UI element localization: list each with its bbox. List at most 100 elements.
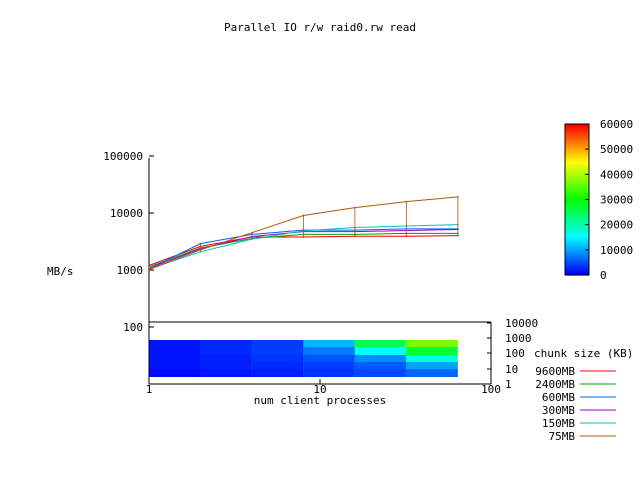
colorbar-slice	[565, 267, 589, 271]
colorbar-slice	[565, 196, 589, 201]
colorbar-slice	[565, 169, 589, 173]
colorbar-slice	[565, 224, 589, 228]
colorbar-slice	[565, 191, 589, 196]
colorbar-slice	[565, 149, 589, 153]
heatmap-cell	[149, 347, 201, 355]
heatmap-cell	[354, 347, 407, 355]
colorbar-slice	[565, 129, 589, 133]
colorbar-slice	[565, 141, 589, 145]
colorbar-slice	[565, 146, 589, 150]
depth-tick-label: 1000	[505, 332, 532, 345]
colorbar-slice	[565, 144, 589, 148]
colorbar-slice	[565, 156, 589, 160]
y-tick-label: 10000	[110, 207, 143, 220]
colorbar-slice	[565, 166, 589, 170]
heatmap-cell	[303, 347, 355, 355]
colorbar-slice	[565, 164, 589, 168]
x-axis-label: num client processes	[254, 394, 386, 407]
data-point	[199, 250, 202, 253]
y-tick-label: 1000	[117, 264, 144, 277]
colorbar-slice	[565, 217, 589, 221]
colorbar-slice	[565, 134, 589, 138]
heatmap-cell	[303, 369, 355, 377]
heatmap-cell	[200, 369, 252, 377]
colorbar-slice	[565, 199, 589, 203]
depth-tick-label: 10	[505, 363, 518, 376]
colorbar-slice	[565, 259, 589, 264]
heatmap-cell	[251, 369, 304, 377]
colorbar-slice	[565, 254, 589, 258]
colorbar-tick-label: 40000	[600, 168, 633, 181]
heatmap-cell	[149, 362, 201, 369]
colorbar: 60000 50000 40000 30000 20000 10000 0	[564, 118, 633, 282]
colorbar-slice	[565, 229, 589, 233]
legend-title: chunk size (KB)	[534, 347, 633, 360]
colorbar-slice	[565, 131, 589, 135]
heatmap-cell	[354, 369, 407, 377]
y-axis-label: MB/s	[47, 265, 74, 278]
colorbar-slice	[565, 186, 589, 191]
legend-label: 300MB	[542, 404, 575, 417]
heatmap-cell	[149, 340, 201, 347]
depth-tick-label: 100	[505, 347, 525, 360]
legend-label: 75MB	[549, 430, 576, 443]
heatmap-cell	[354, 355, 407, 362]
colorbar-tick-label: 60000	[600, 118, 633, 131]
heatmap-cell	[354, 362, 407, 369]
heatmap-cell	[149, 369, 201, 377]
heatmap-cell	[200, 362, 252, 369]
colorbar-slice	[565, 249, 589, 253]
colorbar-tick-label: 50000	[600, 143, 633, 156]
colorbar-slice	[565, 194, 589, 198]
colorbar-slice	[565, 212, 589, 216]
heatmap-cell	[149, 355, 201, 362]
heatmap-cell	[406, 347, 458, 355]
data-point	[251, 238, 253, 241]
x-tick-label: 10	[313, 383, 326, 396]
heatmap-cell	[354, 340, 407, 347]
colorbar-tick-label: 30000	[600, 194, 633, 207]
surface-mesh	[148, 195, 459, 271]
y-tick-label: 100000	[103, 150, 143, 163]
axes: 100 1000 10000 100000 1 10 100 10000 1000 100 10 1	[103, 150, 538, 396]
legend-label: 2400MB	[535, 378, 575, 391]
colorbar-slice	[565, 237, 589, 241]
x-tick-label: 1	[146, 383, 153, 396]
colorbar-slice	[565, 222, 589, 226]
heatmap-cell	[303, 362, 355, 369]
heatmap-cell	[406, 362, 458, 369]
colorbar-tick-label: 10000	[600, 244, 633, 257]
colorbar-slice	[565, 219, 589, 223]
colorbar-slice	[565, 174, 589, 178]
chart-title: Parallel IO r/w raid0.rw read	[224, 21, 416, 34]
colorbar-slice	[565, 126, 589, 130]
colorbar-slice	[565, 202, 589, 206]
colorbar-slice	[565, 176, 589, 180]
colorbar-tick-label: 0	[600, 269, 607, 282]
heatmap-floor	[149, 340, 458, 377]
colorbar-slice	[565, 252, 589, 256]
colorbar-slice	[565, 269, 589, 274]
heatmap-cell	[251, 362, 304, 369]
series-line-2400MB	[148, 232, 458, 268]
legend-label: 150MB	[542, 417, 575, 430]
colorbar-slice	[565, 227, 589, 231]
colorbar-slice	[565, 139, 589, 143]
y-tick-label: 100	[123, 321, 143, 334]
heatmap-cell	[200, 355, 252, 362]
colorbar-slice	[565, 154, 589, 158]
colorbar-slice	[565, 207, 589, 211]
colorbar-tick-label: 20000	[600, 219, 633, 232]
colorbar-slice	[565, 184, 589, 188]
depth-tick-label: 1	[505, 378, 512, 391]
colorbar-slice	[565, 234, 589, 238]
colorbar-slice	[565, 242, 589, 246]
heatmap-cell	[251, 347, 304, 355]
heatmap-cell	[406, 340, 458, 347]
colorbar-slice	[565, 189, 589, 193]
colorbar-slice	[565, 136, 589, 140]
colorbar-slice	[565, 257, 589, 261]
heatmap-cell	[406, 355, 458, 362]
